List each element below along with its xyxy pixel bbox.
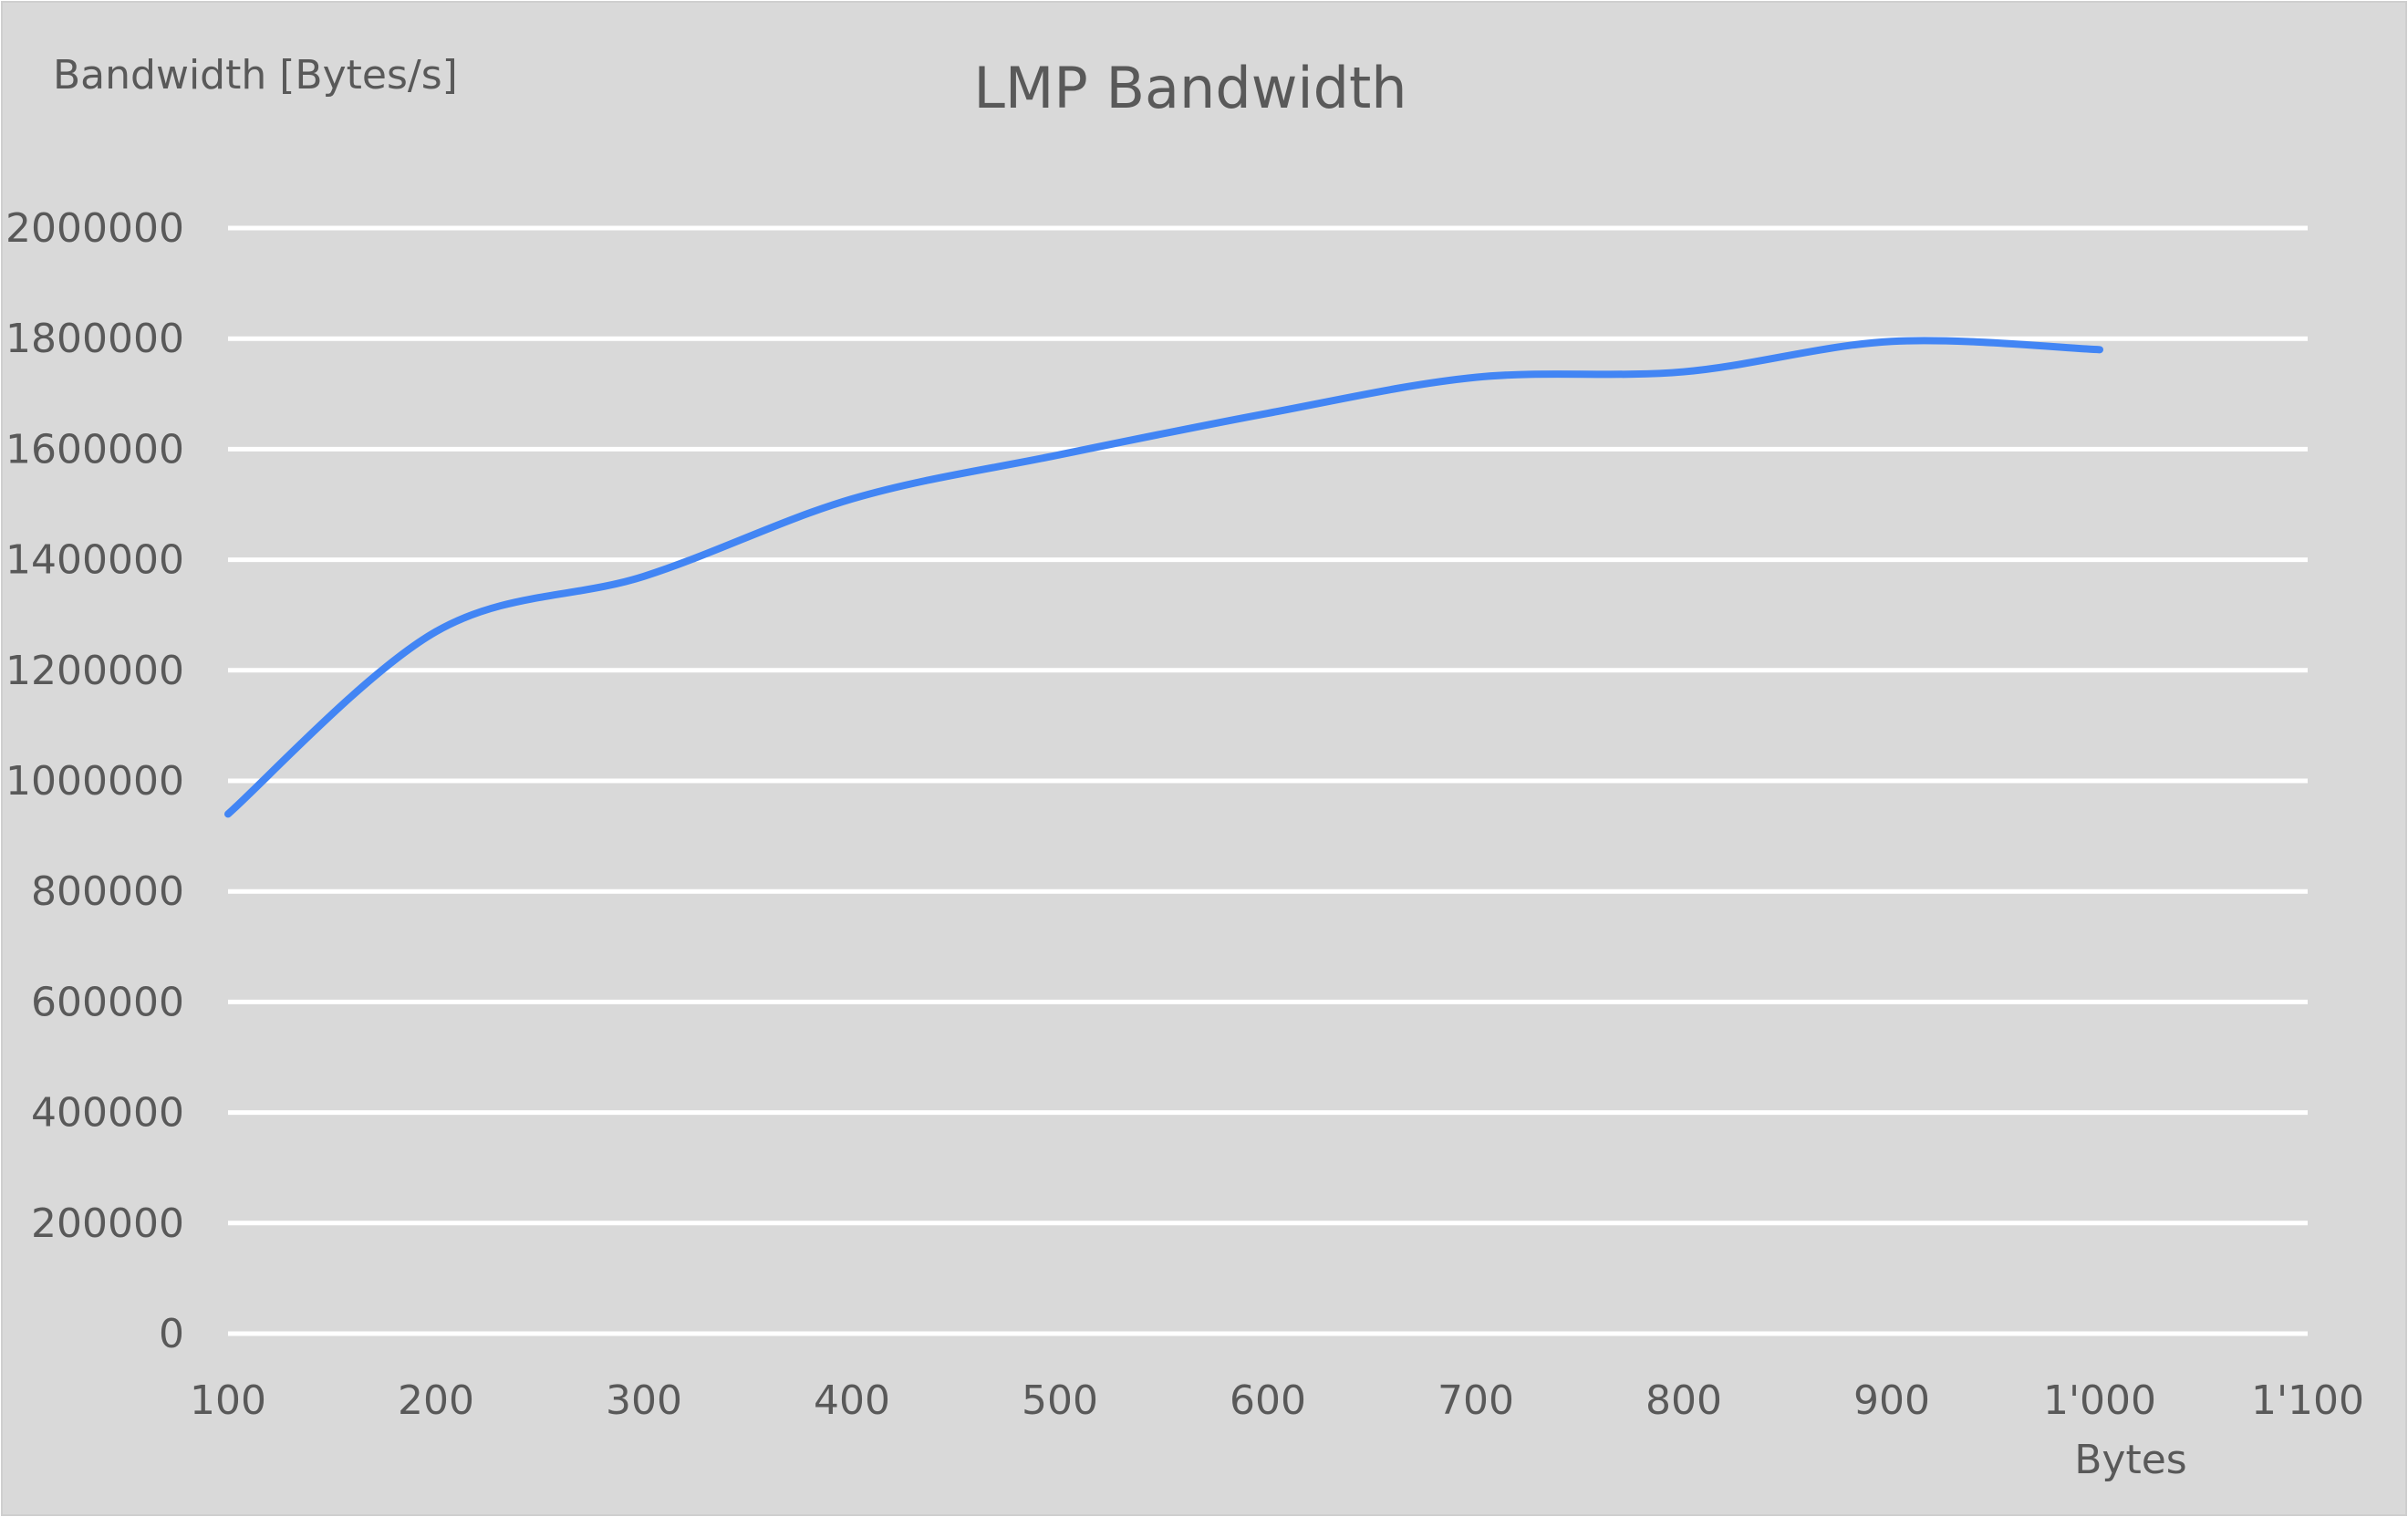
x-tick-label: 700 [1438,1377,1514,1424]
x-tick-labels: 100 200 300 400 500 600 700 800 900 1'000 1'100 [190,1377,2364,1424]
x-tick-label: 200 [398,1377,474,1424]
x-tick-label: 900 [1853,1377,1930,1424]
x-tick-label: 1'100 [2251,1377,2364,1424]
y-tick-label: 600000 [31,979,184,1025]
y-tick-label: 1200000 [5,648,184,694]
series-line [224,337,2103,818]
y-tick-label: 1800000 [5,316,184,362]
x-tick-label: 500 [1022,1377,1098,1424]
y-tick-labels: 0 200000 400000 600000 800000 1000000 1200000 1… [5,205,184,1357]
y-tick-label: 0 [159,1311,184,1357]
x-tick-label: 400 [814,1377,890,1424]
x-axis-label: Bytes [2074,1437,2186,1483]
gridlines [228,225,2308,1336]
x-tick-label: 1'000 [2043,1377,2156,1424]
y-tick-label: 1600000 [5,426,184,473]
x-tick-label: 800 [1645,1377,1722,1424]
y-tick-label: 200000 [31,1200,184,1247]
y-tick-label: 1400000 [5,537,184,584]
chart-title: LMP Bandwidth [973,55,1406,121]
y-tick-label: 1000000 [5,758,184,805]
y-axis-label: Bandwidth [Bytes/s] [53,52,458,99]
y-tick-label: 800000 [31,868,184,915]
y-tick-label: 2000000 [5,205,184,252]
y-tick-label: 400000 [31,1090,184,1137]
x-tick-label: 100 [190,1377,266,1424]
x-tick-label: 300 [606,1377,682,1424]
x-tick-label: 600 [1230,1377,1306,1424]
